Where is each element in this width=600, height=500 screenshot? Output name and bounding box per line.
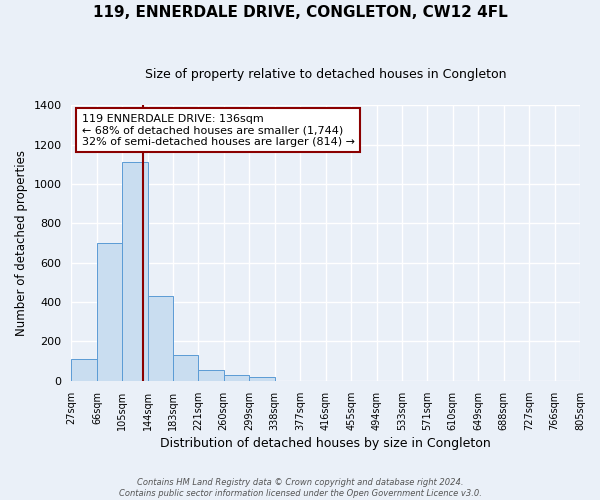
Bar	[122, 162, 148, 381]
Bar	[224, 374, 249, 381]
Bar	[173, 355, 198, 381]
Bar	[148, 296, 173, 381]
Bar	[97, 243, 122, 381]
Text: Contains HM Land Registry data © Crown copyright and database right 2024.
Contai: Contains HM Land Registry data © Crown c…	[119, 478, 481, 498]
Text: 119, ENNERDALE DRIVE, CONGLETON, CW12 4FL: 119, ENNERDALE DRIVE, CONGLETON, CW12 4F…	[92, 5, 508, 20]
Text: 119 ENNERDALE DRIVE: 136sqm
← 68% of detached houses are smaller (1,744)
32% of : 119 ENNERDALE DRIVE: 136sqm ← 68% of det…	[82, 114, 355, 146]
Bar	[198, 370, 224, 381]
Y-axis label: Number of detached properties: Number of detached properties	[15, 150, 28, 336]
X-axis label: Distribution of detached houses by size in Congleton: Distribution of detached houses by size …	[160, 437, 491, 450]
Bar	[71, 359, 97, 381]
Title: Size of property relative to detached houses in Congleton: Size of property relative to detached ho…	[145, 68, 506, 80]
Bar	[249, 378, 275, 381]
